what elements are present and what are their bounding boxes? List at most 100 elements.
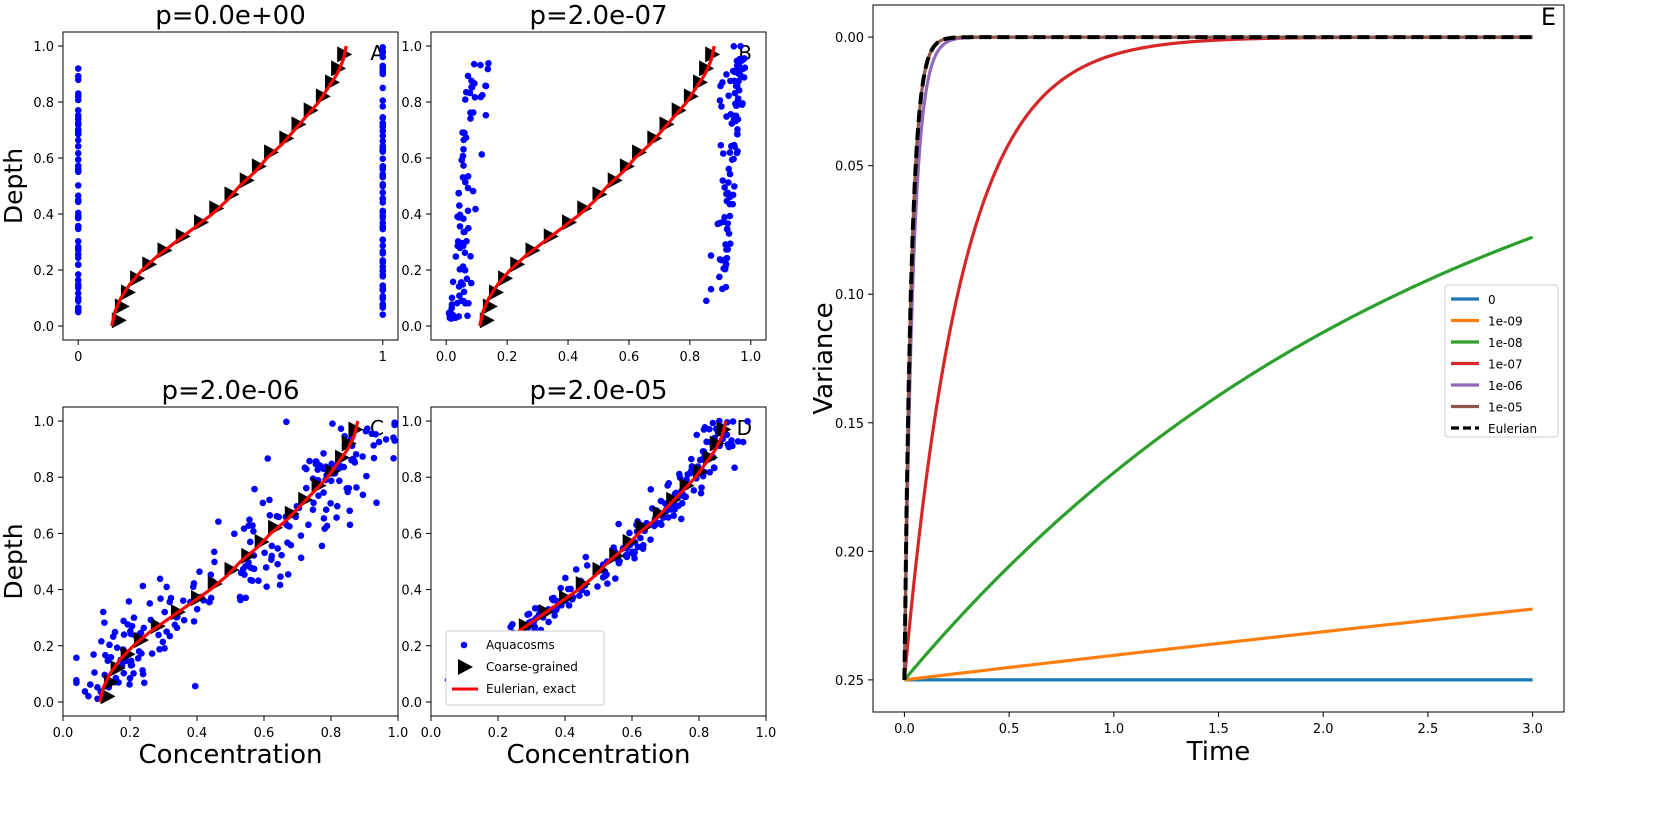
aquacosm-point: [189, 583, 197, 591]
aquacosm-point: [274, 560, 281, 568]
aquacosm-point: [91, 669, 98, 676]
aquacosm-point: [193, 605, 201, 613]
aquacosm-point: [454, 213, 461, 220]
x-tick-label: 0.8: [321, 726, 342, 741]
aquacosm-point: [725, 230, 733, 237]
eulerian-exact-line: [478, 45, 716, 327]
aquacosm-point: [297, 554, 305, 562]
aquacosm-point: [462, 88, 470, 96]
aquacosm-point: [448, 304, 456, 312]
aquacosm-point: [74, 250, 82, 258]
aquacosm-point: [379, 302, 387, 310]
panel-title: p=2.0e-06: [161, 376, 299, 406]
x-tick-label: 0.8: [689, 726, 710, 741]
aquacosm-point: [327, 477, 335, 485]
x-axis-label: Time: [1186, 737, 1251, 767]
aquacosm-point: [719, 285, 726, 293]
variance-line-1e-07: [902, 35, 1533, 681]
aquacosm-point: [379, 103, 387, 110]
aquacosm-point: [362, 427, 370, 435]
aquacosm-point: [717, 141, 725, 149]
aquacosm-point: [456, 292, 463, 300]
legend-label: 1e-06: [1488, 379, 1523, 393]
aquacosm-point: [456, 265, 464, 273]
aquacosm-point: [74, 72, 82, 80]
legend-label: Aquacosms: [486, 638, 555, 652]
aquacosm-point: [379, 97, 387, 104]
y-tick-label: 0.25: [835, 674, 864, 689]
aquacosm-point: [379, 142, 387, 150]
aquacosm-point: [237, 596, 244, 604]
aquacosm-point: [379, 137, 387, 145]
coarse-grained-markers: [111, 46, 353, 329]
aquacosm-point: [333, 502, 341, 510]
aquacosm-point: [81, 688, 89, 695]
aquacosm-point: [90, 651, 97, 658]
coarse-grained-marker: [120, 284, 136, 301]
aquacosm-point: [678, 500, 686, 507]
y-tick-label: 0.05: [835, 160, 864, 175]
aquacosm-point: [726, 170, 734, 178]
x-tick-label: 1.0: [1103, 722, 1124, 737]
y-tick-label: 0.20: [835, 545, 864, 560]
x-tick-label: 0.0: [421, 726, 442, 741]
aquacosm-point: [465, 224, 472, 232]
aquacosm-point: [318, 542, 326, 550]
aquacosm-point: [733, 82, 741, 90]
aquacosm-point: [251, 485, 258, 493]
aquacosm-point: [106, 641, 113, 649]
y-tick-label: 0.10: [835, 288, 864, 303]
legend: Aquacosms Coarse-grained Eulerian, exact: [445, 630, 605, 706]
aquacosm-point: [678, 515, 685, 523]
y-tick-label: 0.8: [33, 96, 54, 111]
aquacosm-point: [368, 430, 376, 438]
aquacosm-point: [74, 65, 82, 72]
x-tick-label: 1.0: [388, 726, 409, 741]
aquacosm-point: [247, 576, 254, 584]
aquacosm-point: [731, 77, 738, 85]
aquacosm-point: [249, 522, 256, 529]
aquacosm-point: [322, 506, 330, 514]
aquacosm-point: [583, 562, 591, 569]
aquacosm-point: [263, 583, 270, 590]
aquacosm-point: [320, 489, 327, 496]
panel-title: p=0.0e+00: [155, 1, 306, 31]
aquacosm-point: [379, 170, 387, 178]
aquacosm-point: [472, 205, 479, 213]
aquacosm-point: [379, 199, 387, 206]
aquacosm-point: [329, 420, 336, 427]
aquacosm-point: [744, 418, 751, 425]
aquacosm-point: [725, 165, 733, 173]
plot-frame: [62, 31, 399, 341]
aquacosm-point: [359, 453, 366, 460]
aquacosm-point: [697, 489, 705, 497]
y-axis-label: Depth: [0, 148, 28, 224]
legend-label: Eulerian, exact: [486, 682, 576, 696]
aquacosm-point: [460, 162, 467, 169]
x-tick-label: 0.6: [254, 726, 275, 741]
aquacosm-point: [320, 450, 327, 457]
y-tick-label: 0.0: [33, 696, 54, 711]
aquacosm-point: [379, 182, 387, 190]
aquacosm-point: [379, 223, 387, 230]
y-tick-label: 1.0: [401, 415, 422, 430]
aquacosm-point: [155, 631, 162, 639]
x-axis-label: Concentration: [139, 740, 323, 770]
x-tick-label: 0.4: [187, 726, 208, 741]
x-tick-label: 1.0: [740, 350, 761, 365]
aquacosm-point: [379, 263, 387, 271]
aquacosm-point: [737, 42, 744, 50]
aquacosm-point: [728, 437, 735, 444]
variance-line-1e-08: [903, 235, 1534, 681]
aquacosm-point: [259, 499, 267, 507]
aquacosm-point: [731, 464, 738, 471]
aquacosm-point: [717, 82, 724, 90]
aquacosm-point: [379, 189, 387, 196]
variance-lines: [902, 35, 1534, 682]
aquacosm-point: [604, 580, 611, 587]
legend: 0 1e-09 1e-08 1e-07 1e-06 1e-05 Eulerian: [1444, 284, 1559, 438]
aquacosm-point: [652, 520, 660, 528]
aquacosm-point: [551, 612, 558, 619]
